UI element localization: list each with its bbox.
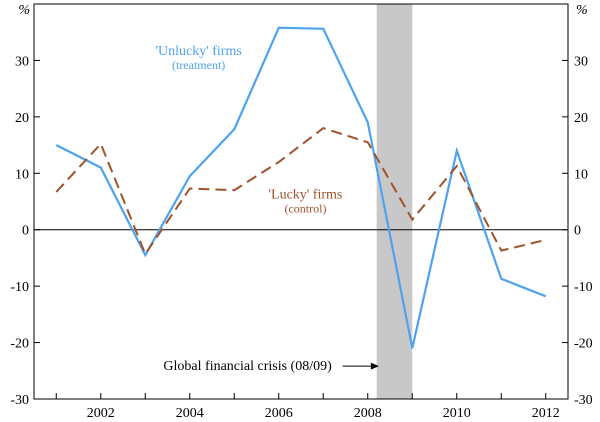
- x-tick-label: 2010: [443, 406, 471, 421]
- labels-layer: 'Unlucky' firms(treatment) 'Lucky' firms(…: [155, 44, 379, 374]
- crisis-shading-layer: [376, 4, 413, 399]
- plot-frame: [33, 3, 569, 400]
- y-tick-label-left: -30: [10, 393, 29, 408]
- y-tick-label-right: 20: [574, 111, 588, 126]
- crisis-arrow-head: [370, 362, 379, 370]
- y-tick-label-right: -10: [574, 280, 593, 295]
- y-tick-label-left: 0: [22, 224, 29, 239]
- x-tick-label: 2006: [265, 406, 293, 421]
- unit-left: %: [18, 3, 30, 18]
- y-tick-label-left: 30: [15, 54, 29, 69]
- series-sublabel-lucky: (control): [284, 202, 326, 216]
- y-tick-label-left: -20: [10, 337, 29, 352]
- series-layer: [55, 26, 547, 349]
- x-tick-label: 2004: [176, 406, 204, 421]
- crisis-shading: [376, 4, 413, 399]
- series-label-unlucky: 'Unlucky' firms: [155, 44, 241, 59]
- series-line-unlucky: [55, 26, 547, 349]
- y-tick-label-right: -20: [574, 337, 593, 352]
- x-tick-label: 2012: [532, 406, 560, 421]
- y-tick-label-left: -10: [10, 280, 29, 295]
- x-tick-label: 2002: [87, 406, 115, 421]
- series-line-lucky: [55, 126, 547, 257]
- x-tick-label: 2008: [354, 406, 382, 421]
- series-label-lucky: 'Lucky' firms: [269, 188, 343, 203]
- y-tick-label-right: -30: [574, 393, 593, 408]
- axes: -30 -30 -20 -20 -10 -10 0 0 10 10 20 20 30 30% % 2002 20…: [10, 3, 592, 421]
- crisis-label: Global financial crisis (08/09): [163, 359, 332, 374]
- y-tick-label-right: 0: [574, 224, 581, 239]
- y-tick-label-right: 10: [574, 167, 588, 182]
- unit-right: %: [576, 3, 588, 18]
- y-tick-label-left: 10: [15, 167, 29, 182]
- series-sublabel-unlucky: (treatment): [172, 58, 225, 72]
- y-tick-label-right: 30: [574, 54, 588, 69]
- y-tick-label-left: 20: [15, 111, 29, 126]
